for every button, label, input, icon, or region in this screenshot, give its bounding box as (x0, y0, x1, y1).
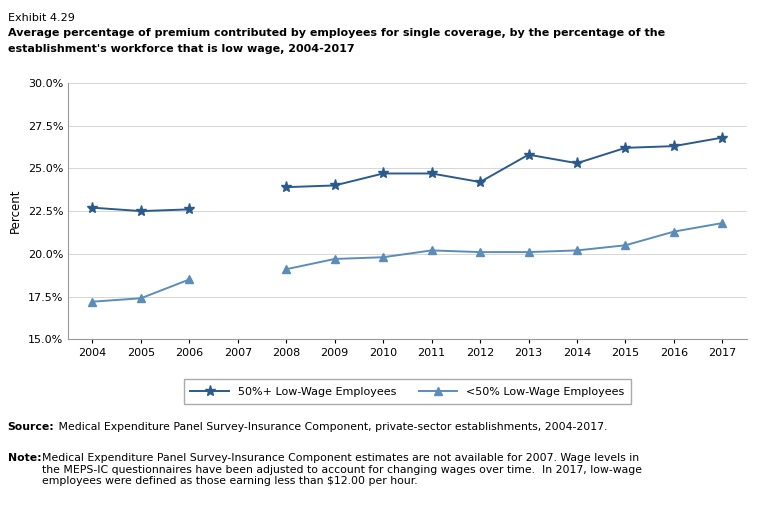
50%+ Low-Wage Employees (88, 205, 97, 211)
Text: Note:: Note: (8, 453, 41, 463)
Text: Medical Expenditure Panel Survey-Insurance Component estimates are not available: Medical Expenditure Panel Survey-Insuran… (42, 453, 642, 486)
Text: Medical Expenditure Panel Survey-Insurance Component, private-sector establishme: Medical Expenditure Panel Survey-Insuran… (55, 422, 607, 432)
50%+ Low-Wage Employees (136, 208, 146, 214)
<50% Low-Wage Employees (136, 295, 146, 301)
Text: establishment's workforce that is low wage, 2004-2017: establishment's workforce that is low wa… (8, 44, 354, 53)
50%+ Low-Wage Employees (185, 206, 194, 212)
Line: 50%+ Low-Wage Employees: 50%+ Low-Wage Employees (87, 202, 195, 217)
<50% Low-Wage Employees (185, 277, 194, 283)
Text: Exhibit 4.29: Exhibit 4.29 (8, 13, 74, 23)
<50% Low-Wage Employees (88, 298, 97, 305)
Y-axis label: Percent: Percent (9, 189, 22, 233)
Line: <50% Low-Wage Employees: <50% Low-Wage Employees (89, 276, 193, 306)
Text: Source:: Source: (8, 422, 55, 432)
Legend: 50%+ Low-Wage Employees, <50% Low-Wage Employees: 50%+ Low-Wage Employees, <50% Low-Wage E… (183, 380, 631, 404)
Text: Average percentage of premium contributed by employees for single coverage, by t: Average percentage of premium contribute… (8, 28, 665, 38)
